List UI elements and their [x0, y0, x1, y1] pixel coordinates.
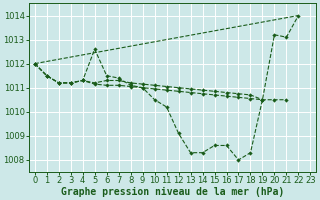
X-axis label: Graphe pression niveau de la mer (hPa): Graphe pression niveau de la mer (hPa)	[61, 186, 284, 197]
